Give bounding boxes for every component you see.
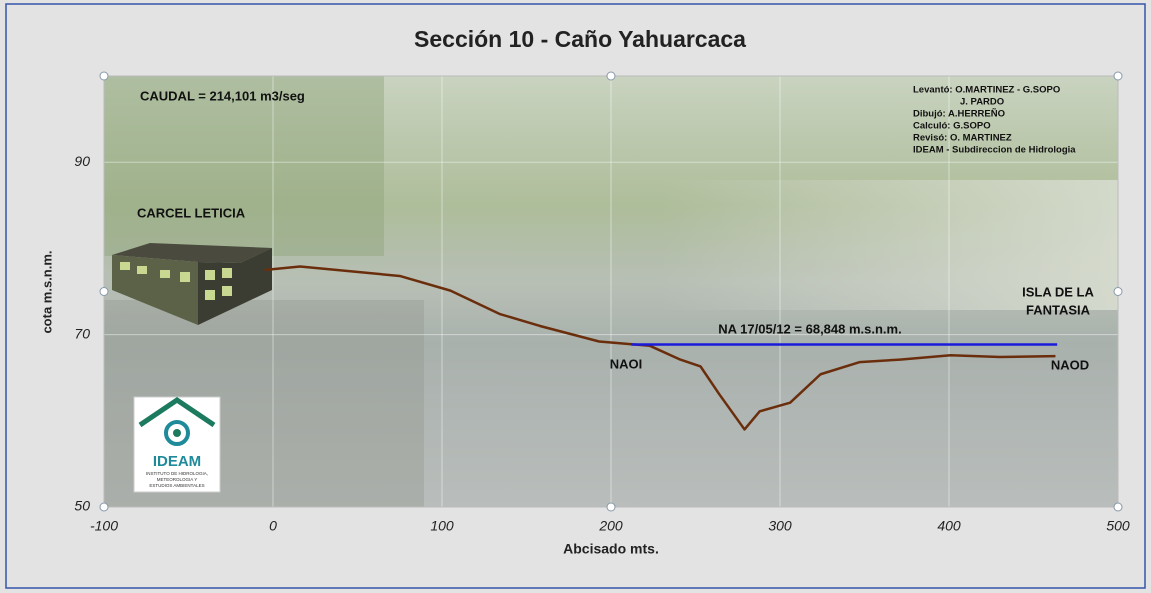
credit-line: J. PARDO xyxy=(960,97,1004,108)
x-axis-label: Abcisado mts. xyxy=(563,541,659,557)
resize-handle xyxy=(1114,288,1122,296)
y-tick-label: 70 xyxy=(74,325,90,341)
resize-handle xyxy=(607,503,615,511)
x-tick-label: 300 xyxy=(768,518,792,534)
credit-line: IDEAM - Subdireccion de Hidrologia xyxy=(913,145,1076,156)
logo-name: IDEAM xyxy=(153,453,201,470)
annotation: NAOD xyxy=(1051,357,1089,372)
x-tick-label: 100 xyxy=(430,518,454,534)
resize-handle xyxy=(100,72,108,80)
x-tick-label: 400 xyxy=(937,518,961,534)
y-axis-label: cota m.s.n.m. xyxy=(39,250,54,333)
credit-line: Levantó: O.MARTINEZ - G.SOPO xyxy=(913,85,1060,96)
credit-line: Revisó: O. MARTINEZ xyxy=(913,133,1012,144)
resize-handle xyxy=(1114,72,1122,80)
chart-title: Sección 10 - Caño Yahuarcaca xyxy=(414,26,746,52)
credit-line: Calculó: G.SOPO xyxy=(913,121,991,132)
annotation: ISLA DE LA xyxy=(1022,284,1094,299)
annotation: NAOI xyxy=(610,356,643,371)
ideam-logo: IDEAM INSTITUTO DE HIDROLOGIA, METEOROLO… xyxy=(134,397,220,492)
x-tick-label: -100 xyxy=(90,518,118,534)
x-tick-label: 0 xyxy=(269,518,277,534)
resize-handle xyxy=(607,72,615,80)
annotation: NA 17/05/12 = 68,848 m.s.n.m. xyxy=(718,321,901,336)
annotation: CAUDAL = 214,101 m3/seg xyxy=(140,88,305,103)
y-tick-label: 90 xyxy=(74,153,90,169)
y-tick-label: 50 xyxy=(74,498,90,514)
chart: Sección 10 - Caño Yahuarcaca Abcisado mt… xyxy=(0,0,1151,593)
credit-line: Dibujó: A.HERREÑO xyxy=(913,109,1005,120)
resize-handle xyxy=(1114,503,1122,511)
x-tick-label: 500 xyxy=(1106,518,1130,534)
annotation: FANTASIA xyxy=(1026,302,1091,317)
resize-handle xyxy=(100,288,108,296)
annotation: CARCEL LETICIA xyxy=(137,205,246,220)
resize-handle xyxy=(100,503,108,511)
logo-text: ESTUDIOS AMBIENTALES xyxy=(149,483,204,488)
logo-text: INSTITUTO DE HIDROLOGIA, xyxy=(146,471,208,476)
logo-text: METEOROLOGIA Y xyxy=(157,477,197,482)
x-tick-label: 200 xyxy=(598,518,623,534)
